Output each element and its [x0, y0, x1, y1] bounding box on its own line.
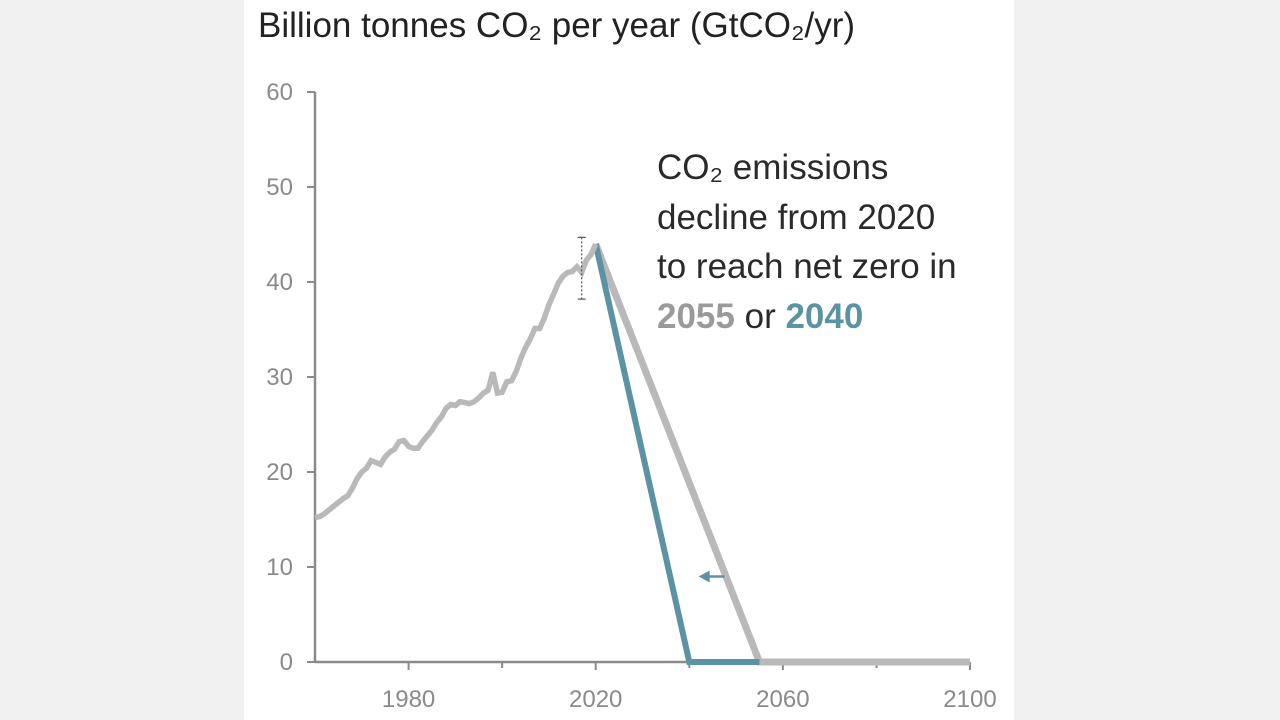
- annotation-line-2: decline from 2020: [657, 197, 936, 237]
- chart-title: Billion tonnes CO₂ per year (GtCO₂/yr): [258, 6, 856, 45]
- y-tick-label: 50: [266, 174, 293, 201]
- axes: 0 10 20 30 40 50 60 1980 2020 2060 2100: [266, 79, 996, 713]
- x-tick-label: 2100: [943, 686, 996, 713]
- series-line-net-zero-2040: [592, 243, 760, 665]
- chart-annotation: CO₂ emissions decline from 2020 to reach…: [657, 143, 957, 341]
- annotation-year-2040: 2040: [785, 296, 864, 336]
- annotation-line-3: to reach net zero in: [657, 247, 957, 286]
- y-tick-label: 0: [280, 649, 293, 676]
- series-line-historical: [314, 242, 599, 521]
- markers: [577, 236, 725, 583]
- x-tick-label: 2020: [569, 686, 622, 713]
- annotation-connector: or: [744, 296, 776, 336]
- chart-panel: [244, 0, 1014, 720]
- annotation-year-2055: 2055: [657, 296, 735, 336]
- y-tick-label: 40: [266, 269, 293, 296]
- y-tick-label: 60: [266, 79, 293, 106]
- x-tick-label: 2060: [756, 686, 809, 713]
- y-tick-label: 20: [266, 459, 293, 486]
- y-tick-label: 10: [266, 554, 293, 581]
- series-layer: [314, 242, 970, 666]
- x-tick-label: 1980: [382, 686, 435, 713]
- y-tick-label: 30: [266, 364, 293, 391]
- annotation-line-4: 2055 or 2040: [657, 292, 957, 342]
- shift-arrow-head: [698, 570, 710, 583]
- annotation-line-1: CO₂ emissions: [657, 148, 889, 187]
